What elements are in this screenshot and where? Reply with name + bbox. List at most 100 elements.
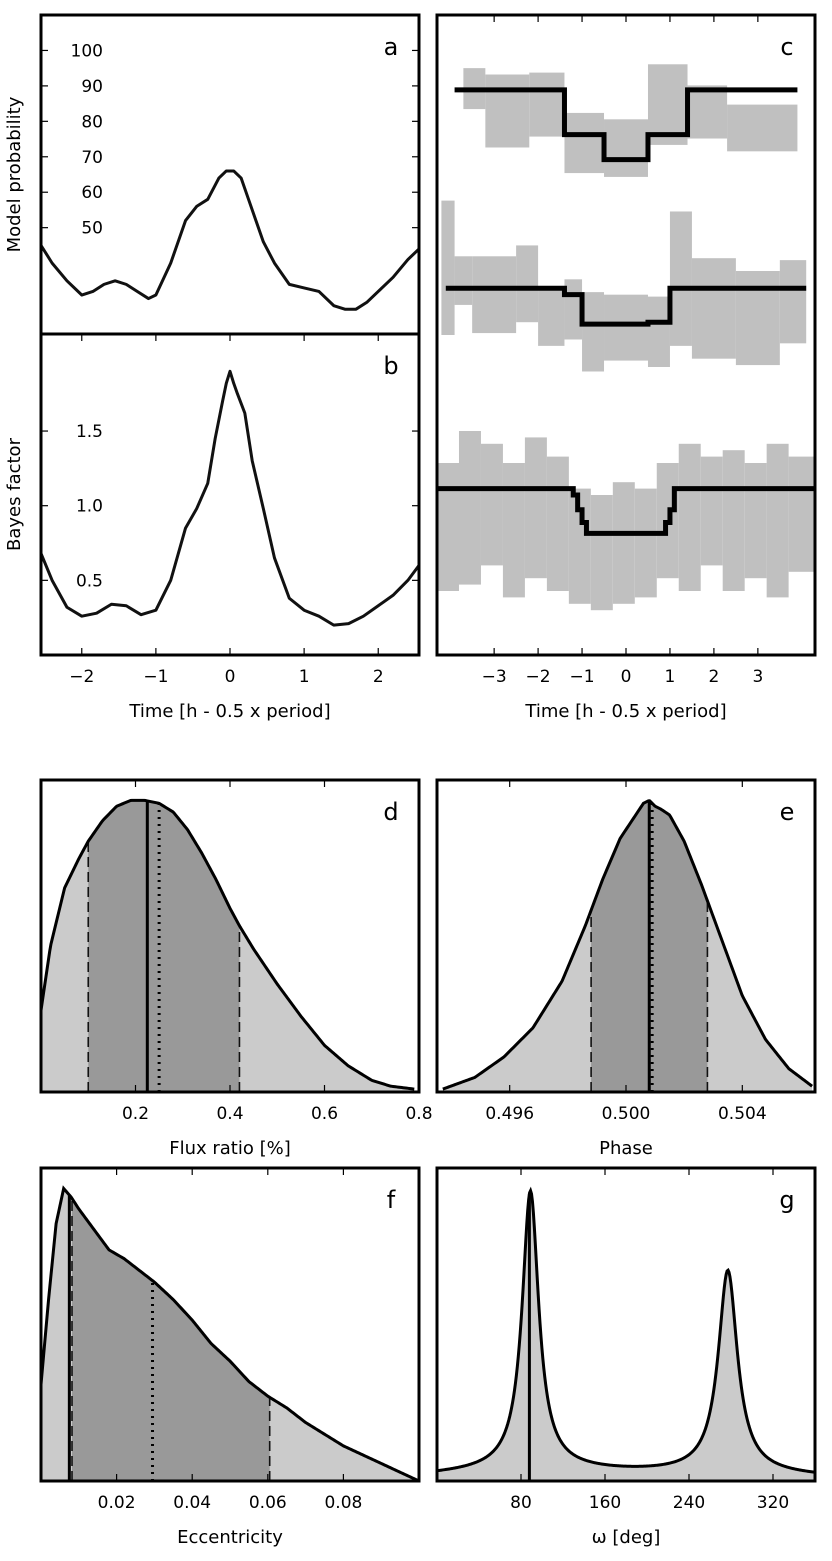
x-tick-label: 160 — [589, 1493, 621, 1513]
data-point — [303, 609, 305, 612]
error-bin — [485, 74, 530, 148]
x-tick-label: −2 — [526, 667, 551, 687]
error-bin — [727, 104, 798, 152]
y-axis-label: Model probability — [4, 96, 25, 252]
x-tick-label: 0 — [621, 667, 632, 687]
data-point — [347, 622, 350, 625]
error-bin — [516, 245, 539, 323]
x-tick-label: 0 — [225, 667, 236, 687]
data-point — [377, 290, 380, 293]
data-point — [103, 283, 105, 286]
error-bin — [604, 294, 648, 361]
data-point — [66, 606, 68, 609]
x-axis-label: Flux ratio [%] — [169, 1138, 291, 1159]
error-bin — [454, 256, 473, 305]
data-point — [392, 276, 394, 279]
data-point — [332, 304, 335, 307]
data-point — [262, 241, 265, 243]
data-point — [273, 557, 276, 559]
band-group-2 — [441, 200, 807, 372]
data-point — [206, 198, 209, 201]
x-tick-label: 0.08 — [324, 1493, 362, 1513]
data-point — [273, 262, 276, 264]
x-tick-label: 0.02 — [98, 1493, 136, 1513]
data-point — [155, 294, 157, 296]
data-point — [169, 262, 172, 264]
data-point — [92, 290, 94, 293]
data-point — [66, 280, 68, 282]
data-point — [206, 482, 209, 485]
x-tick-label: −2 — [69, 667, 94, 687]
x-tick-label: 0.2 — [122, 1104, 149, 1124]
y-axis-label: Bayes factor — [4, 437, 25, 551]
x-axis-label: Eccentricity — [177, 1527, 283, 1548]
y-tick-label: 50 — [81, 219, 103, 239]
x-axis-label: Time [h - 0.5 x period] — [524, 701, 726, 722]
band-group-3 — [437, 431, 815, 611]
error-bin — [524, 437, 547, 579]
data-points-b — [41, 370, 419, 626]
y-tick-label: 80 — [81, 112, 103, 132]
density-curve-f — [41, 1185, 419, 1481]
error-bin — [744, 463, 767, 579]
panel-label-c: c — [780, 33, 793, 61]
x-tick-label: 1 — [665, 667, 676, 687]
data-point — [392, 594, 394, 597]
x-tick-label: 240 — [673, 1493, 705, 1513]
data-point — [169, 579, 172, 582]
data-point — [377, 604, 380, 607]
y-tick-label: 0.5 — [76, 571, 103, 591]
y-tick-label: 90 — [81, 77, 103, 97]
error-bin — [691, 258, 736, 359]
data-point — [318, 615, 320, 617]
error-bin — [568, 488, 591, 604]
model-line-1 — [454, 87, 798, 163]
error-bin — [564, 112, 605, 174]
error-bin — [472, 256, 517, 334]
plot-frame-e — [435, 778, 817, 1094]
error-bin — [437, 463, 459, 591]
data-point — [229, 370, 231, 373]
x-tick-label: −1 — [143, 667, 168, 687]
error-bin — [458, 431, 481, 585]
data-point — [255, 219, 257, 222]
panel-label-d: d — [383, 798, 398, 826]
data-point — [184, 527, 187, 529]
density-curve-g — [437, 1186, 815, 1474]
x-tick-label: 2 — [373, 667, 384, 687]
data-point — [247, 198, 250, 201]
x-tick-label: 0.04 — [173, 1493, 211, 1513]
error-bin — [634, 488, 657, 598]
data-point — [244, 412, 246, 414]
data-point — [225, 382, 228, 385]
density-curve-d — [41, 798, 415, 1091]
error-bin — [722, 450, 745, 591]
panel-label-f: f — [387, 1186, 396, 1214]
data-point — [125, 283, 128, 286]
y-tick-label: 60 — [81, 183, 103, 203]
data-point — [51, 262, 53, 264]
inner-ci-area-f — [71, 1198, 270, 1481]
data-point — [240, 177, 242, 179]
data-point — [355, 308, 357, 310]
data-point — [218, 177, 220, 179]
data-point — [195, 205, 198, 208]
model-line-2 — [445, 285, 807, 327]
error-bin — [582, 292, 605, 372]
error-bin — [700, 456, 723, 566]
x-tick-label: 320 — [757, 1493, 789, 1513]
data-point — [262, 507, 265, 510]
x-tick-label: 0.8 — [405, 1104, 432, 1124]
error-bin — [647, 296, 670, 367]
band-group-1 — [463, 64, 798, 177]
x-tick-label: −3 — [482, 667, 507, 687]
data-point — [140, 613, 142, 616]
data-point — [95, 612, 98, 614]
data-point — [80, 294, 83, 296]
panel-label-e: e — [780, 798, 795, 826]
plot-frame-d — [39, 778, 421, 1094]
density-area-g — [437, 1190, 815, 1481]
data-point — [362, 615, 365, 617]
y-tick-label: 1.5 — [76, 422, 103, 442]
x-tick-label: −1 — [570, 667, 595, 687]
